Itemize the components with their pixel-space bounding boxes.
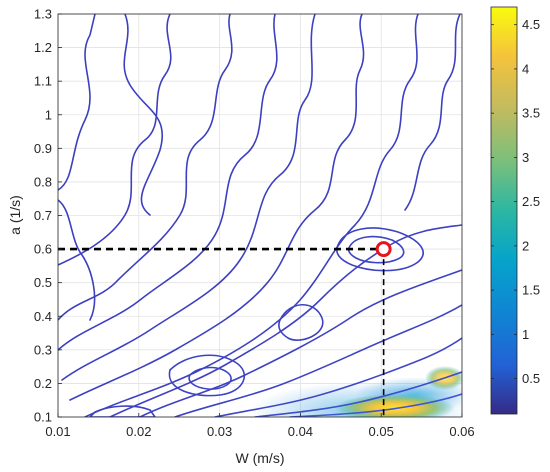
contour-line: [69, 14, 365, 401]
contour-line: [61, 14, 316, 381]
contour-line: [89, 405, 156, 417]
y-axis-ticks: 0.1 0.2 0.3 0.4 0.5 0.6 0.7 0.8 0.9 1 1.1 1.2 1.3: [34, 7, 62, 425]
x-tick-label: 0.04: [288, 424, 313, 439]
colorbar-tick-label: 3.5: [522, 106, 540, 121]
colorbar-tick-label: 0.5: [522, 371, 540, 386]
y-tick-label: 1.2: [34, 40, 52, 55]
contour-line: [289, 393, 462, 417]
colorbar-ticks: 0.5 1 1.5 2 2.5 3 3.5 4 4.5: [491, 17, 540, 386]
y-tick-label: 0.1: [34, 410, 52, 425]
colorbar-tick-label: 2.5: [522, 194, 540, 209]
optimum-marker: [375, 241, 392, 258]
colorbar-scale: [490, 6, 518, 415]
colorbar-tick-label: 2: [522, 238, 529, 253]
colorbar: 0.5 1 1.5 2 2.5 3 3.5 4 4.5: [490, 6, 540, 415]
contour-line: [58, 14, 96, 191]
x-tick-label: 0.02: [126, 424, 151, 439]
y-tick-label: 0.9: [34, 141, 52, 156]
contour-line: [58, 14, 278, 351]
contour-field: [58, 14, 462, 417]
contour-line: [58, 14, 233, 321]
y-tick-label: 0.7: [34, 208, 52, 223]
y-tick-label: 1.1: [34, 74, 52, 89]
contour-line: [168, 354, 246, 397]
contour-line: [139, 269, 462, 417]
contour-line: [214, 337, 462, 417]
x-axis-label: W (m/s): [236, 450, 285, 466]
x-tick-label: 0.06: [449, 424, 474, 439]
contour-line: [58, 14, 172, 266]
colorbar-tick-label: 1: [522, 327, 529, 342]
colorbar-tick-label: 4: [522, 61, 529, 76]
y-tick-label: 0.6: [34, 242, 52, 257]
contour-line: [254, 371, 462, 417]
high-value-region: [250, 366, 462, 417]
colorbar-tick-label: 1.5: [522, 283, 540, 298]
contour-line: [123, 14, 163, 216]
colorbar-tick-label: 4.5: [522, 17, 540, 32]
contour-line: [404, 14, 461, 211]
contour-line: [188, 366, 232, 390]
colorbar-tick-label: 3: [522, 150, 529, 165]
optimum-guides: [58, 241, 392, 417]
contour-line: [58, 199, 96, 321]
y-tick-label: 1.3: [34, 7, 52, 22]
x-tick-label: 0.01: [45, 424, 70, 439]
x-tick-label: 0.03: [207, 424, 232, 439]
y-tick-label: 0.4: [34, 309, 52, 324]
contour-line: [347, 235, 405, 264]
contour-line: [174, 304, 462, 417]
x-tick-label: 0.05: [369, 424, 394, 439]
y-axis-label: a (1/s): [7, 195, 23, 235]
contour-line: [336, 227, 424, 272]
x-axis-ticks: 0.01 0.02 0.03 0.04 0.05 0.06: [45, 413, 475, 439]
y-tick-label: 1: [45, 107, 52, 122]
y-tick-label: 0.3: [34, 342, 52, 357]
y-tick-label: 0.5: [34, 275, 52, 290]
y-tick-label: 0.2: [34, 376, 52, 391]
y-tick-label: 0.8: [34, 174, 52, 189]
contour-line: [278, 304, 324, 341]
